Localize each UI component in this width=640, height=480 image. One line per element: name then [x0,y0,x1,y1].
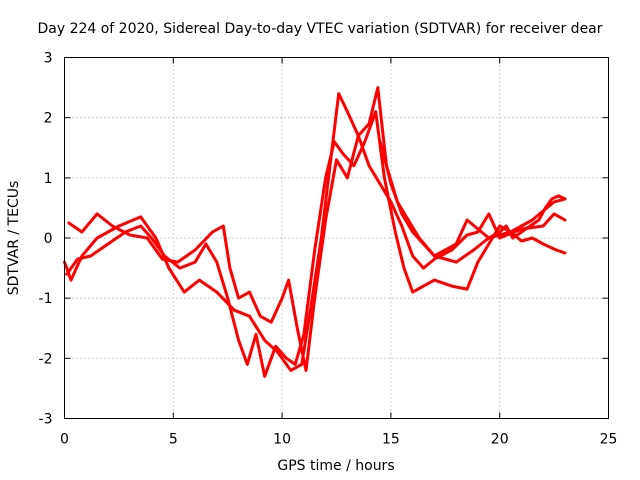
y-tick-label: -2 [39,351,53,367]
series-track-3 [65,110,567,378]
y-tick-label: 0 [44,231,53,247]
x-tick-label: 10 [273,432,291,448]
x-tick-label: 25 [600,432,618,448]
x-axis-label: GPS time / hours [277,458,394,474]
y-tick-label: -1 [39,291,53,307]
axis-ticks: 0 5 10 15 20 25 -3 -2 -1 0 1 2 3 [39,51,618,448]
y-tick-label: 1 [44,171,53,187]
y-tick-label: 2 [44,111,53,127]
series-track-1 [63,86,567,372]
data-series [63,86,567,378]
y-axis-label: SDTVAR / TECUs [6,181,22,296]
x-tick-label: 15 [382,432,400,448]
y-tick-label: 3 [44,51,53,67]
x-tick-label: 0 [60,432,69,448]
x-tick-label: 5 [169,432,178,448]
series-track-2 [67,134,567,372]
x-tick-label: 20 [491,432,509,448]
y-tick-label: -3 [39,412,53,428]
series-track-4 [378,140,567,258]
chart-title: Day 224 of 2020, Sidereal Day-to-day VTE… [37,21,602,37]
